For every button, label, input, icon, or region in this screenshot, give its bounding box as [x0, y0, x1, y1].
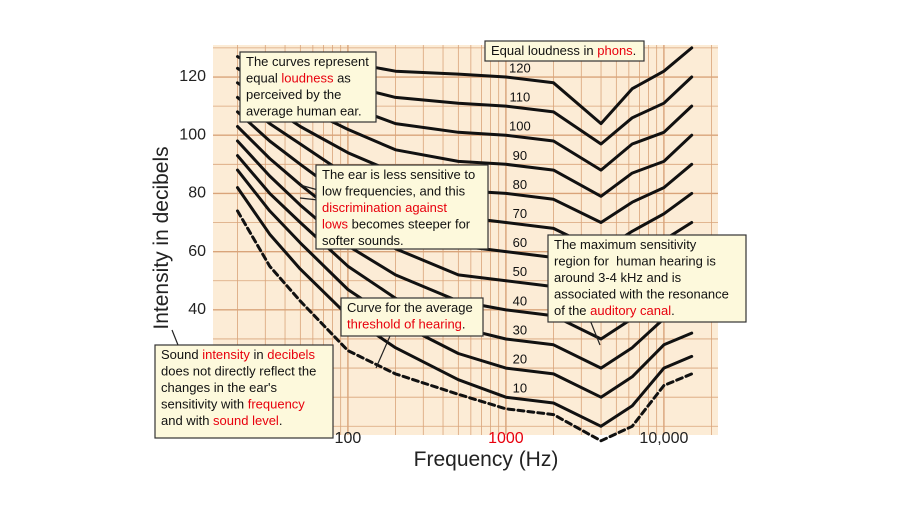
pointer-line: [299, 197, 319, 201]
annotation-text: sound level: [213, 413, 279, 428]
phon-label: 40: [513, 293, 527, 308]
annotation-text: around 3-4 kHz and is: [554, 270, 682, 285]
phon-label: 70: [513, 206, 527, 221]
annotation-line: around 3-4 kHz and is: [554, 270, 682, 285]
y-tick-label: 80: [188, 185, 206, 202]
x-tick-label: 100: [335, 430, 362, 447]
phon-label: 100: [509, 119, 531, 134]
annotation-line: The maximum sensitivity: [554, 237, 697, 252]
annotation-line: equal loudness as: [246, 71, 351, 86]
annotation-text: low frequencies, and this: [322, 184, 466, 199]
y-tick-label: 120: [179, 68, 206, 85]
annotation-text: .: [279, 413, 283, 428]
phon-label: 110: [510, 90, 531, 105]
annotation-line: lows becomes steeper for: [322, 217, 471, 232]
annotation-text: sensitivity with: [161, 397, 248, 412]
annotation-line: average human ear.: [246, 104, 362, 119]
y-axis-title: Intensity in decibels: [150, 146, 173, 329]
annotation-line: threshold of hearing.: [347, 317, 466, 332]
x-axis-title: Frequency (Hz): [414, 448, 559, 471]
annotation-text: perceived by the: [246, 87, 341, 102]
annotation-text: phons: [597, 43, 633, 58]
x-tick-label: 10,000: [639, 430, 688, 447]
annotation-text: Sound: [161, 347, 202, 362]
annotation-line: changes in the ear's: [161, 380, 277, 395]
annotation-line: Curve for the average: [347, 300, 473, 315]
annotation-text: becomes steeper for: [348, 217, 471, 232]
annotation-box: [340, 297, 484, 337]
phon-label: 90: [513, 148, 527, 163]
annotation-line: associated with the resonance: [554, 287, 729, 302]
annotation-line: of the auditory canal.: [554, 303, 675, 318]
annotation-text: intensity: [202, 347, 250, 362]
pointer-line: [589, 319, 601, 346]
annotation-line: low frequencies, and this: [322, 184, 466, 199]
y-tick-label: 100: [179, 126, 206, 143]
annotation-box: [239, 51, 377, 123]
annotation-line: Equal loudness in phons.: [491, 43, 636, 58]
annotation-line: softer sounds.: [322, 233, 404, 248]
annotation-box: [484, 40, 645, 62]
phon-label: 50: [513, 264, 527, 279]
phon-label: 80: [513, 177, 527, 192]
annotation-line: discrimination against: [322, 200, 447, 215]
annotation-text: and with: [161, 413, 213, 428]
annotation-text: in: [250, 347, 267, 362]
phon-label: 120: [509, 60, 531, 75]
labels: 100 1000 10,000 40 60 80 100 120 120 110 100 90 80 70…: [179, 60, 688, 447]
y-tick-label: 40: [188, 301, 206, 318]
annotation-text: Equal loudness in: [491, 43, 597, 58]
x-tick-label: 1000: [488, 430, 524, 447]
annotation-text: The curves represent: [246, 54, 369, 69]
annotation-box: [547, 234, 747, 323]
annotation-text: changes in the ear's: [161, 380, 277, 395]
annotation-text: The maximum sensitivity: [554, 237, 697, 252]
annotation-text: lows: [322, 217, 349, 232]
annotation-box: [154, 344, 334, 439]
loudness-curve: [236, 168, 694, 399]
annotation-text: as: [333, 71, 351, 86]
pointer-line: [171, 329, 179, 346]
annotation-line: does not directly reflect the: [161, 364, 316, 379]
annotation-line: and with sound level.: [161, 413, 282, 428]
threshold-curve: [236, 209, 694, 443]
annotation-text: Curve for the average: [347, 300, 473, 315]
annotation-text: threshold of hearing: [347, 317, 462, 332]
annotation-text: discrimination against: [322, 200, 447, 215]
annotation-text: softer sounds.: [322, 233, 404, 248]
pointer-line: [299, 184, 319, 191]
annotation-text: The ear is less sensitive to: [322, 167, 475, 182]
annotation-text: does not directly reflect the: [161, 364, 316, 379]
annotations: The curves represent equal loudness asper…: [154, 40, 747, 439]
annotation-box: [315, 164, 489, 250]
phon-label: 30: [513, 322, 527, 337]
annotation-text: average human ear.: [246, 104, 362, 119]
phon-label: 60: [513, 235, 527, 250]
y-tick-label: 60: [188, 243, 206, 260]
annotation-text: auditory canal: [590, 303, 671, 318]
annotation-line: Sound intensity in decibels: [161, 347, 315, 362]
annotation-text: .: [633, 43, 637, 58]
annotation-text: frequency: [248, 397, 306, 412]
annotation-line: region for human hearing is: [554, 254, 716, 269]
annotation-text: associated with the resonance: [554, 287, 729, 302]
annotation-line: sensitivity with frequency: [161, 397, 305, 412]
loudness-curve: [236, 186, 694, 428]
annotation-text: decibels: [267, 347, 315, 362]
annotation-text: .: [671, 303, 675, 318]
annotation-line: The ear is less sensitive to: [322, 167, 475, 182]
pointer-line: [375, 335, 391, 369]
phon-label: 10: [513, 381, 527, 396]
annotation-line: perceived by the: [246, 87, 341, 102]
annotation-text: region for human hearing is: [554, 254, 716, 269]
phon-label: 20: [513, 351, 527, 366]
annotation-text: of the: [554, 303, 590, 318]
annotation-text: equal: [246, 71, 281, 86]
annotation-text: loudness: [281, 71, 334, 86]
annotation-text: .: [462, 317, 466, 332]
annotation-line: The curves represent: [246, 54, 369, 69]
